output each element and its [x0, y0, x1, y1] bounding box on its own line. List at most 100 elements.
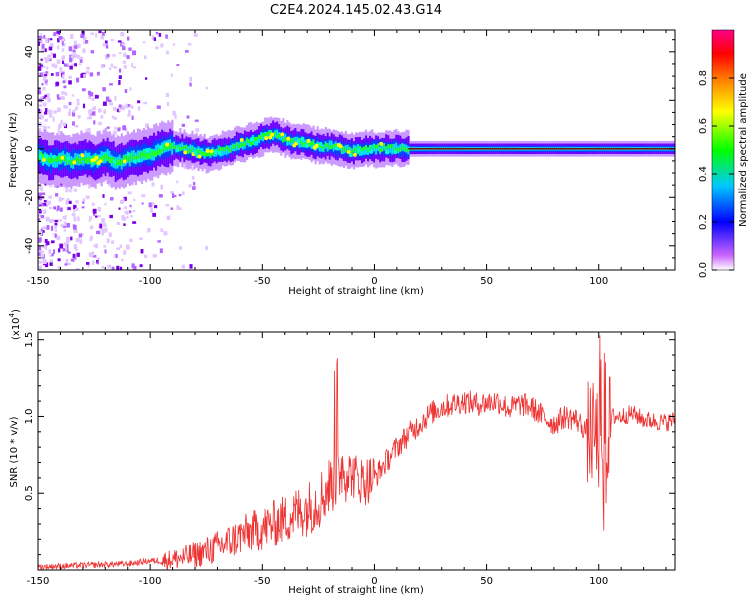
bottom-x-axis-label: Height of straight line (km)	[288, 585, 424, 596]
top-x-tick-label: -50	[254, 276, 270, 287]
colorbar-tick-label: 0.6	[698, 118, 709, 134]
heat-cell	[55, 33, 59, 37]
heat-cell	[100, 65, 104, 69]
heat-ridge-cell	[104, 152, 107, 159]
heat-ridge-cell	[90, 159, 93, 166]
heat-cell	[163, 231, 168, 236]
heat-cell	[57, 258, 61, 262]
heat-cell	[67, 262, 72, 266]
heat-cell	[86, 117, 91, 120]
heat-cell	[173, 194, 177, 198]
heat-cell	[102, 43, 106, 47]
snr-plot-area	[38, 332, 675, 570]
heat-cell	[44, 245, 48, 250]
heat-cell	[104, 202, 107, 206]
heat-cell	[72, 121, 75, 126]
heat-ridge-cell	[360, 147, 364, 152]
heat-cell	[129, 238, 133, 243]
heat-cell	[53, 64, 58, 69]
heat-cell	[111, 115, 115, 119]
heat-cell	[126, 216, 129, 219]
heat-cell	[70, 33, 74, 39]
bottom-y-tick-label: 0.5	[24, 485, 35, 501]
heat-cell	[42, 230, 45, 233]
bottom-y-axis-label: SNR (10 * v/v)	[9, 416, 20, 487]
heat-cell	[151, 202, 155, 206]
heat-ridge-cell	[108, 150, 111, 163]
heat-cell	[72, 109, 76, 113]
heat-ridge-cell	[352, 148, 356, 153]
heat-cell	[40, 185, 43, 190]
heat-cell	[94, 95, 99, 99]
heat-cell	[89, 235, 93, 241]
heat-cell	[38, 41, 41, 46]
heat-cell	[160, 43, 164, 48]
heat-cell	[74, 257, 77, 260]
heat-cell	[117, 127, 121, 132]
heat-cell	[73, 204, 77, 210]
heat-cell	[70, 236, 73, 241]
heat-cell	[49, 259, 54, 262]
heat-cell	[106, 126, 110, 129]
heat-ridge-cell	[356, 144, 360, 152]
heat-ridge-cell	[118, 159, 121, 166]
heat-cell	[192, 181, 196, 186]
heat-ridge-cell	[179, 146, 182, 151]
heat-cell	[176, 64, 180, 67]
heat-cell	[165, 203, 170, 207]
heat-ridge-cell	[312, 140, 315, 145]
heat-ridge-cell	[132, 150, 136, 162]
heat-cell	[73, 40, 77, 46]
heat-cell	[113, 117, 117, 120]
heat-cell	[132, 265, 137, 270]
heat-cell	[97, 207, 101, 212]
heat-cell	[38, 91, 42, 95]
heat-peak	[197, 154, 202, 159]
heat-cell	[123, 64, 127, 69]
bottom-y-ticks: 0.5 1.0 1.5	[24, 332, 675, 556]
heat-cell	[89, 72, 94, 77]
heat-cell	[118, 52, 122, 55]
heat-cell	[48, 219, 53, 223]
heat-cell	[41, 244, 46, 248]
heat-ridge-cell	[106, 149, 109, 161]
heat-ridge-cell	[48, 157, 51, 163]
heat-peak	[393, 150, 398, 155]
heat-cell	[112, 106, 117, 111]
heat-cell	[89, 216, 92, 221]
heat-cell	[74, 63, 77, 67]
heat-ridge-cell	[278, 133, 281, 138]
heat-cell	[143, 254, 148, 258]
heat-ridge-cell	[332, 143, 335, 148]
heat-cell	[49, 38, 53, 41]
heat-peak	[286, 136, 291, 141]
heat-ridge-cell	[381, 147, 384, 152]
heat-ridge-cell	[84, 150, 87, 163]
heat-cell	[82, 48, 86, 53]
heat-cell	[101, 231, 104, 236]
heat-cell	[102, 87, 106, 92]
heat-cell	[65, 105, 68, 109]
heat-cell	[129, 87, 132, 91]
heat-cell	[118, 79, 121, 85]
bottom-x-tick-label: 0	[371, 576, 377, 587]
heat-peak	[193, 150, 198, 155]
heat-cell	[103, 245, 107, 248]
heat-ridge-cell	[363, 147, 366, 155]
heat-cell	[170, 73, 173, 78]
heat-cell	[62, 248, 66, 252]
heat-cell	[115, 254, 118, 258]
heat-cell	[66, 222, 70, 228]
heat-cell	[55, 81, 60, 86]
heat-cell	[38, 87, 41, 92]
heat-cell	[51, 253, 54, 256]
heat-cell	[91, 202, 95, 206]
heat-ridge-cell	[407, 148, 410, 152]
heat-cell	[41, 82, 44, 86]
heat-cell	[73, 209, 76, 213]
heat-cell	[56, 184, 59, 189]
heat-cell	[42, 71, 46, 75]
heat-cell	[165, 34, 168, 39]
heat-ridge-cell	[60, 157, 63, 164]
heat-ridge-cell	[181, 146, 184, 151]
